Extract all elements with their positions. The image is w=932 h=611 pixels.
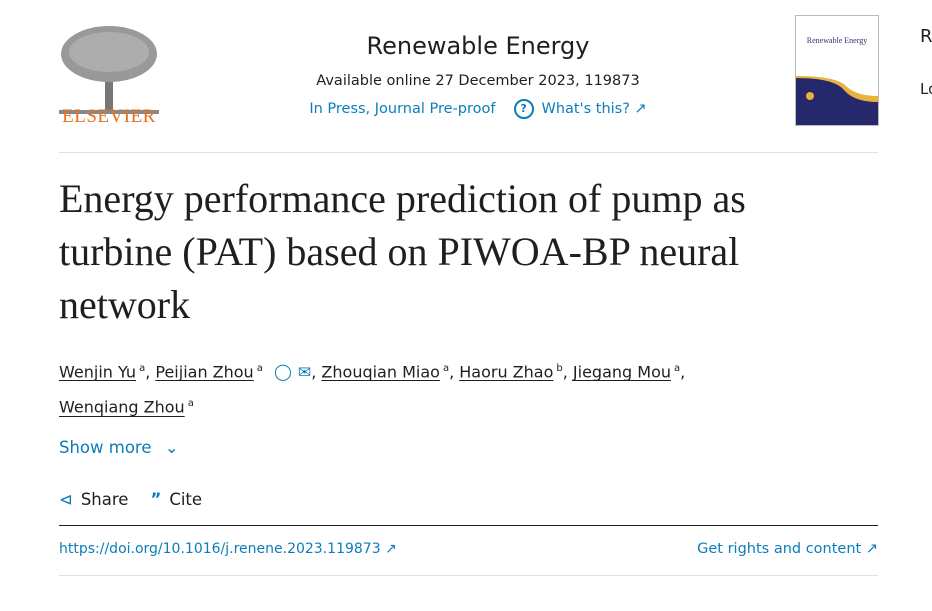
elsevier-tree-logo[interactable]: [59, 14, 159, 126]
divider: [59, 575, 878, 576]
affiliation-mark[interactable]: a: [139, 363, 146, 374]
author-link[interactable]: Jiegang Mou: [572, 362, 671, 382]
quote-icon: ”: [150, 490, 162, 509]
share-icon: ⊲: [59, 490, 73, 509]
email-icon[interactable]: ✉: [297, 362, 312, 382]
affiliation-mark[interactable]: a: [674, 363, 681, 374]
article-tools: ⊲ Share ” Cite: [59, 490, 202, 509]
rights-link[interactable]: Get rights and content ↗: [697, 541, 878, 557]
chevron-down-icon: ⌄: [164, 438, 179, 457]
affiliation-mark[interactable]: a: [442, 363, 450, 374]
sidebar-heading-partial: R: [920, 26, 932, 47]
availability-info: Available online 27 December 2023, 11987…: [316, 73, 640, 89]
author-link[interactable]: Wenjin Yu: [59, 362, 137, 382]
author-link[interactable]: Haoru Zhao: [459, 362, 554, 382]
show-more-label: Show more: [59, 438, 152, 457]
divider: [59, 525, 878, 526]
journal-cover[interactable]: Renewable Energy: [795, 15, 879, 126]
author-list: Wenjin Yu a, Peijian Zhou a ◯ ✉, Zhouqian M…: [59, 362, 686, 417]
share-button[interactable]: ⊲ Share: [59, 490, 128, 509]
affiliation-mark[interactable]: b: [556, 363, 563, 374]
pre-proof-status: In Press, Journal Pre-proof: [309, 101, 496, 117]
journal-title[interactable]: Renewable Energy: [366, 32, 590, 60]
person-icon[interactable]: ◯: [273, 362, 292, 382]
cover-title: Renewable Energy: [806, 36, 868, 45]
divider: [59, 152, 878, 153]
status-line: In Press, Journal Pre-proof? What's this?…: [280, 99, 676, 119]
elsevier-logo-text: ELSEVIER: [62, 106, 156, 127]
author-link[interactable]: Zhouqian Miao: [321, 362, 440, 382]
whats-this-link[interactable]: What's this? ↗: [541, 101, 647, 117]
doi-link[interactable]: https://doi.org/10.1016/j.renene.2023.11…: [59, 541, 397, 557]
article-title: Energy performance prediction of pump as…: [59, 176, 746, 327]
share-label: Share: [80, 490, 129, 509]
show-more-button[interactable]: Show more ⌄: [59, 438, 179, 457]
cover-wave-graphic: [796, 76, 878, 125]
cite-label: Cite: [169, 490, 203, 509]
sidebar-text-partial: Lo: [920, 80, 932, 98]
author-link[interactable]: Wenqiang Zhou: [59, 397, 185, 417]
author-link[interactable]: Peijian Zhou: [155, 362, 254, 382]
affiliation-mark[interactable]: a: [187, 398, 194, 410]
help-icon[interactable]: ?: [513, 99, 534, 119]
cite-button[interactable]: ” Cite: [150, 490, 202, 509]
affiliation-mark[interactable]: a: [256, 363, 263, 374]
